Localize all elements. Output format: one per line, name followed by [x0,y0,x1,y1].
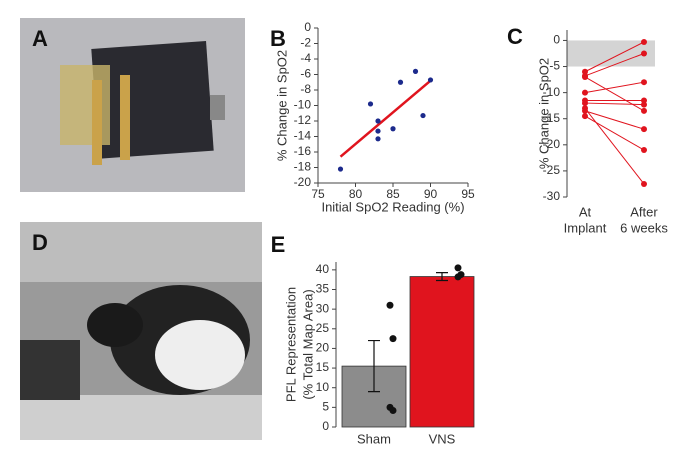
y-tick-label: -12 [294,113,312,127]
data-point [367,101,374,107]
data-point [641,101,647,108]
x-tick-label: After [630,204,658,219]
data-point [582,68,588,75]
pair-line [584,102,645,106]
data-point [641,39,647,46]
y-tick-label: 10 [316,380,330,394]
data-point [427,77,434,83]
x-tick-label: 95 [461,187,475,201]
pair-line [584,81,645,94]
y-tick-label: -14 [294,129,312,143]
data-point [454,273,462,281]
data-point [582,107,588,114]
x-tick-label: 75 [311,187,325,201]
shaded-band [567,40,655,67]
y-tick-label: -15 [543,111,561,125]
y-tick-label: -16 [294,144,312,158]
x-tick-label: At [579,204,592,219]
y-tick-label: -8 [300,82,311,96]
y-tick-label: -25 [543,163,561,177]
y-tick-label: 30 [316,301,330,315]
x-tick-label: 85 [386,187,400,201]
x-tick-label: Implant [564,220,607,235]
pair-line [584,110,645,130]
bar [409,276,475,428]
data-point [412,68,419,74]
y-tick-label: -10 [543,85,561,99]
y-tick-label: -2 [300,36,311,50]
data-point [375,118,381,124]
panel-letter: B [270,26,286,51]
y-axis-label: PFL Representation [283,287,298,402]
panel-letter: E [271,232,286,257]
y-tick-label: 0 [553,33,560,47]
data-point [389,335,397,343]
y-tick-label: 0 [322,419,329,433]
error-bar [368,339,380,393]
y-tick-label: 0 [304,20,311,34]
y-axis-label: % Change in SpO2 [274,50,289,161]
photo-rat [20,222,262,440]
data-point [641,180,647,187]
y-tick-label: -18 [294,160,312,174]
pair-line [584,76,645,112]
data-point [420,112,426,119]
data-point [386,301,394,309]
data-point [582,89,588,96]
y-tick-label: -10 [294,98,312,112]
pair-line [584,53,645,77]
data-point [641,50,647,57]
x-tick-label: 90 [424,187,438,201]
error-bar [436,272,448,282]
y-tick-label: 35 [316,282,330,296]
y-tick-label: -5 [549,59,560,73]
y-tick-label: -4 [300,51,311,65]
data-point [454,264,462,272]
data-point [390,126,396,132]
x-tick-label: 6 weeks [620,220,668,235]
data-point [582,73,588,80]
pair-line [584,41,645,73]
y-tick-label: 15 [316,360,330,374]
x-axis-label: Initial SpO2 Reading (%) [321,199,464,214]
pair-line [584,107,645,185]
y-tick-label: -20 [543,137,561,151]
data-point [641,97,647,104]
photo-device [20,18,245,192]
y-tick-label: -20 [294,175,312,189]
y-tick-label: 5 [322,400,329,414]
x-tick-label: Sham [357,431,391,446]
data-point [389,407,397,414]
data-point [641,147,647,154]
data-point [337,166,344,172]
data-point [641,107,647,114]
data-point [582,113,588,120]
data-point [375,136,381,142]
y-tick-label: -30 [543,189,561,203]
pair-line [584,115,645,151]
y-tick-label: 25 [316,321,330,335]
y-tick-label: 40 [316,262,330,276]
data-point [397,79,404,85]
panel-letter: A [32,26,48,51]
y-axis-label: (% Total Map Area) [300,289,315,399]
data-point [641,79,647,86]
panel-letter: D [32,230,48,255]
y-tick-label: 20 [316,341,330,355]
y-tick-label: -6 [300,67,311,81]
data-point [641,126,647,133]
fit-line [339,79,432,158]
x-tick-label: 80 [349,187,363,201]
y-axis-label: % Change in SpO2 [536,58,551,169]
panel-letter: C [507,24,523,49]
data-point [582,100,588,107]
x-tick-label: VNS [429,431,456,446]
data-point [375,128,381,134]
